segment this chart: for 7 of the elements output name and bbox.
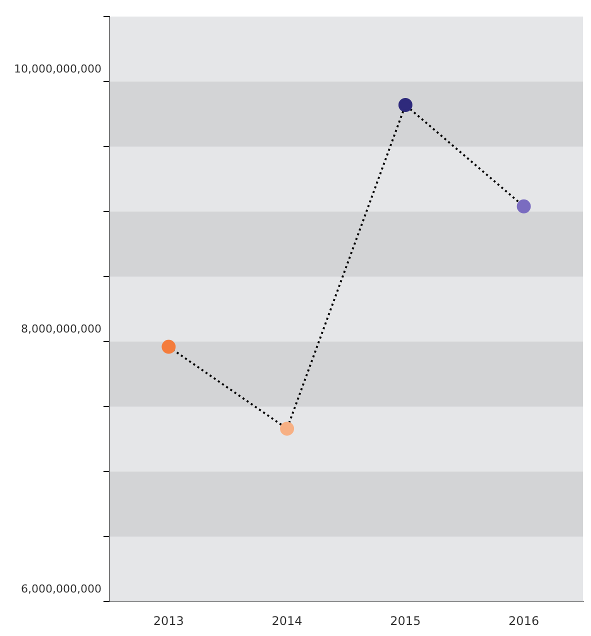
y-tick-label: 6,000,000,000 <box>20 582 102 596</box>
x-tick-label: 2015 <box>390 614 421 628</box>
y-tick-label: 10,000,000,000 <box>14 62 102 76</box>
x-tick-label: 2014 <box>272 614 302 628</box>
x-tick-label: 2013 <box>153 614 184 628</box>
x-tick-label: 2016 <box>508 614 540 628</box>
y-tick-label: 8,000,000,000 <box>20 322 102 336</box>
